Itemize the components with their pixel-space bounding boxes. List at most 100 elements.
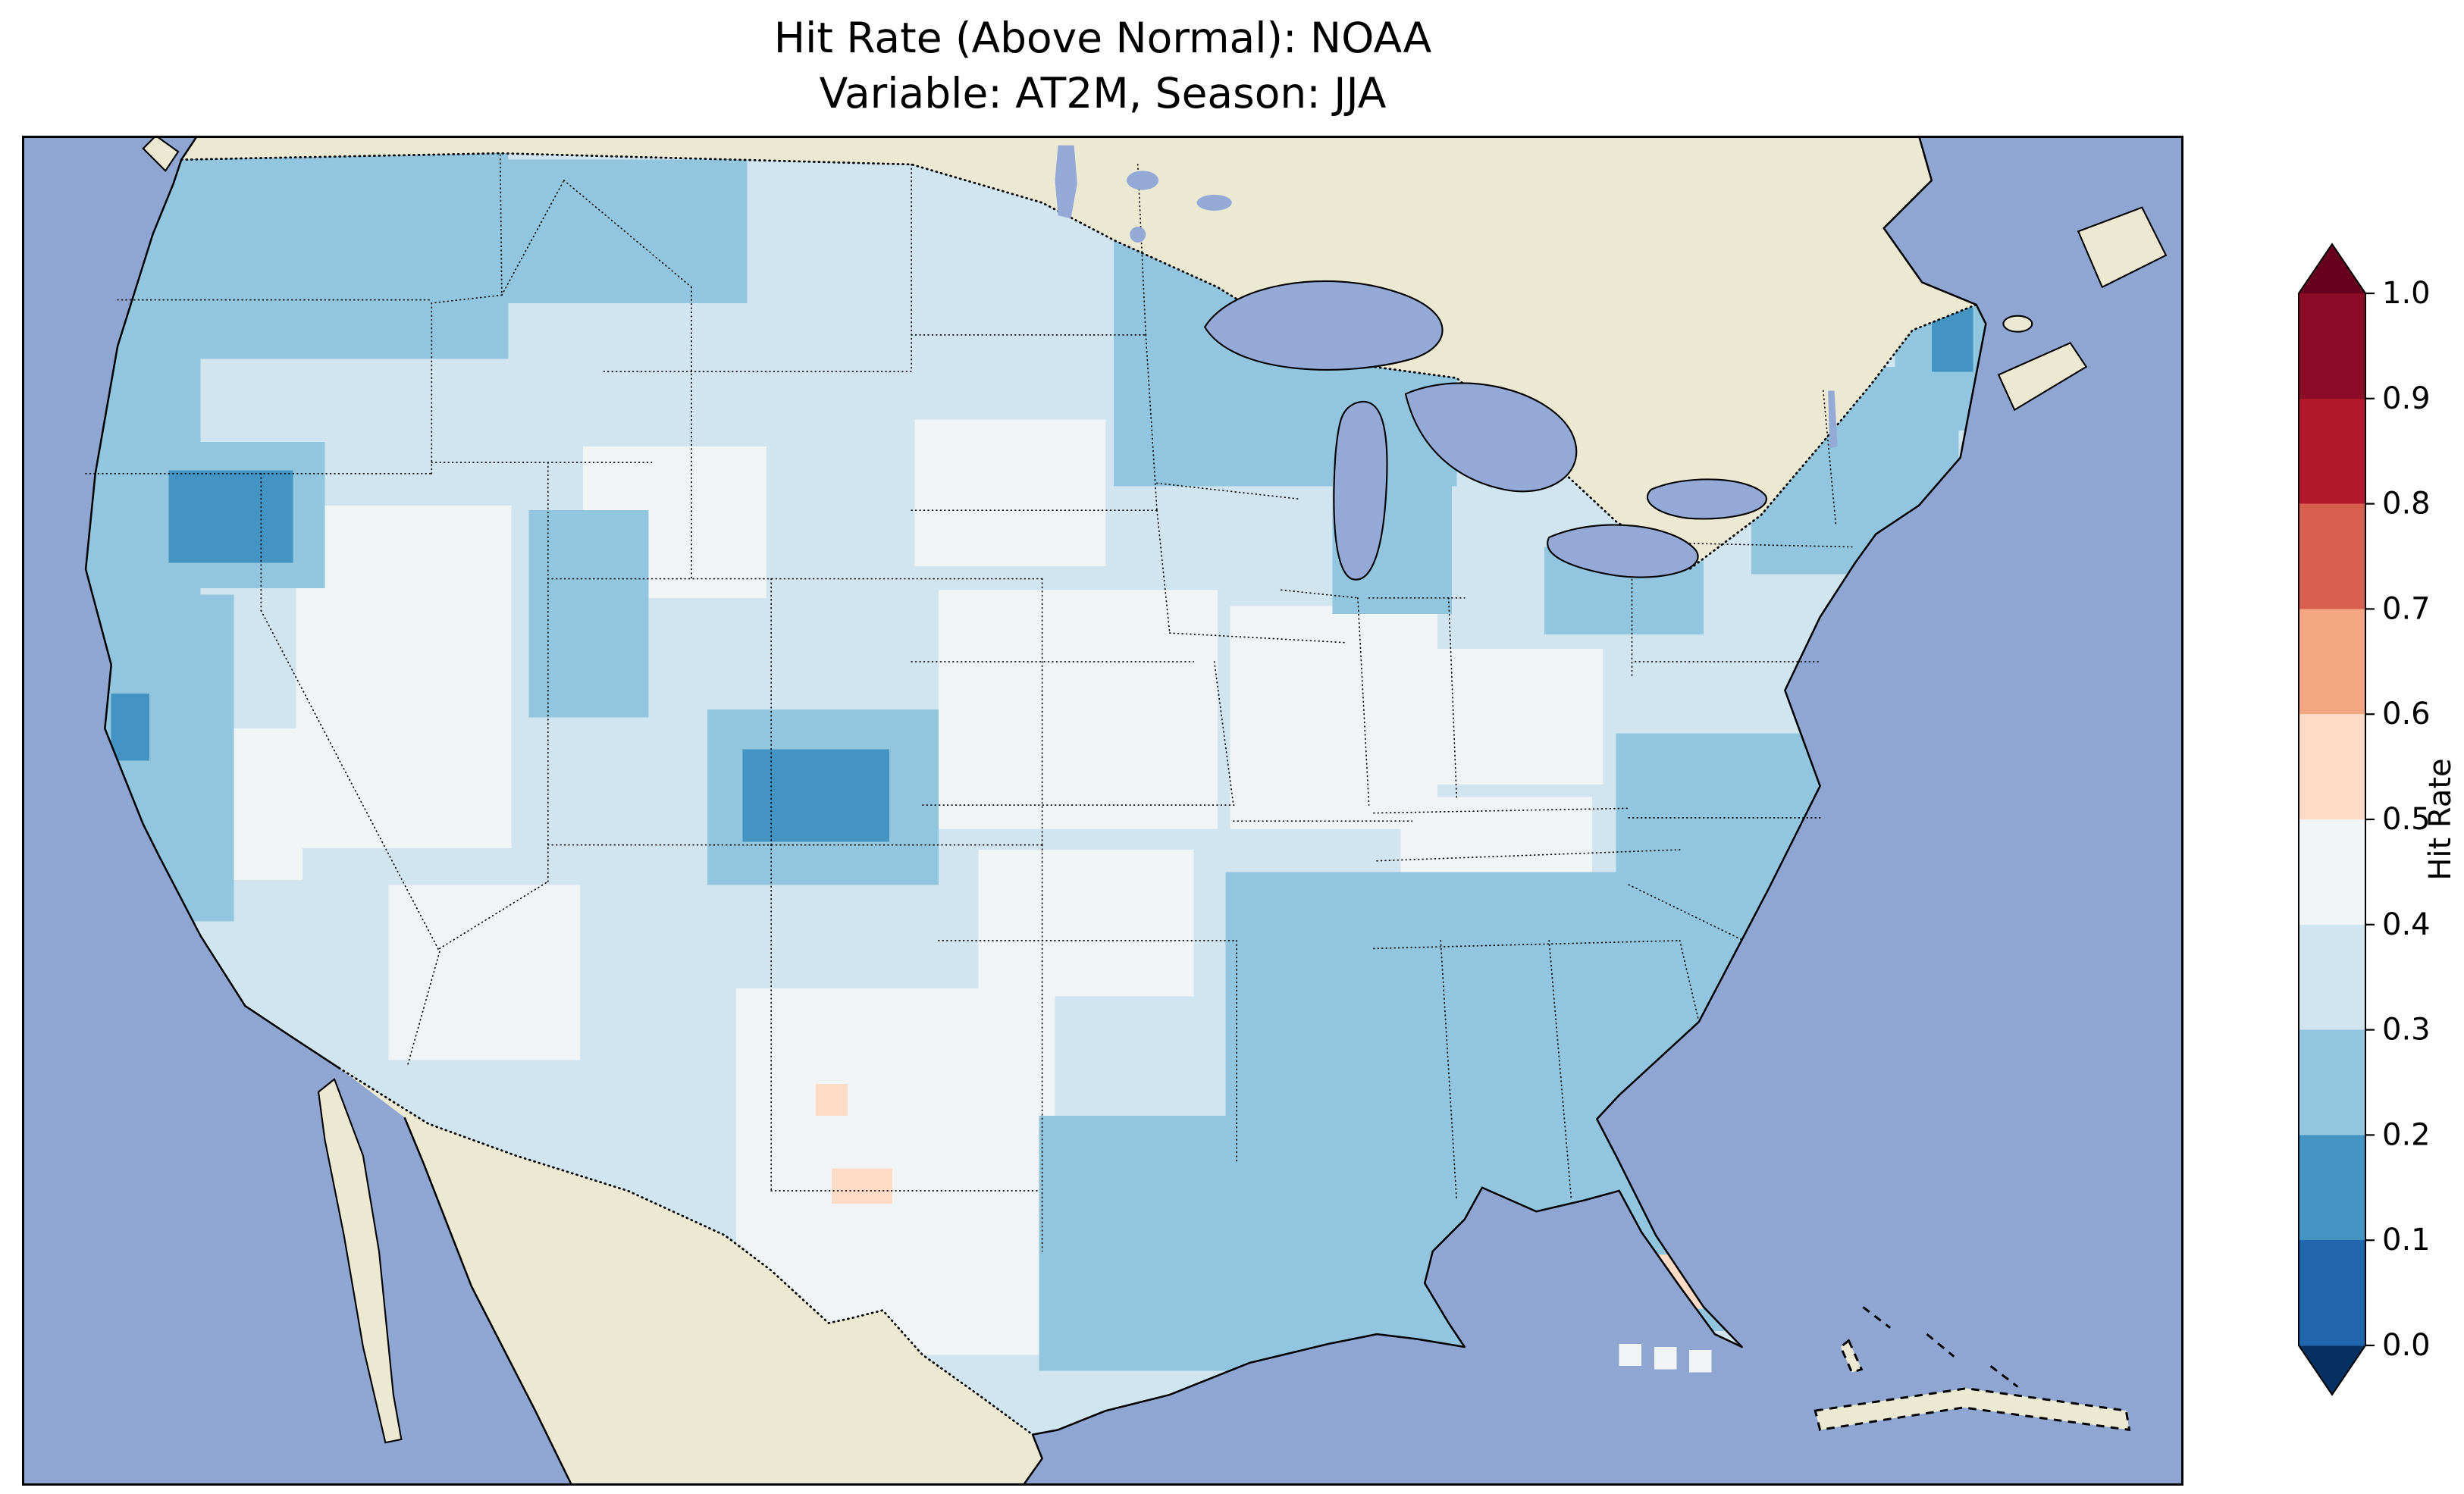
colorbar-segment-0.4-0.5: [2299, 819, 2365, 926]
newfoundland: [2077, 206, 2168, 289]
map-grid-patch: [1689, 1350, 1712, 1373]
colorbar-tick-label: 0.0: [2382, 1328, 2431, 1363]
lake-michigan: [1333, 401, 1388, 581]
lake-small-1: [1127, 171, 1159, 190]
map-grid-patch: [111, 693, 150, 761]
canada-land: [181, 136, 1977, 569]
nova-scotia: [1997, 342, 2088, 412]
map-frame: [22, 136, 2183, 1486]
colorbar-extend-min: [2299, 1345, 2365, 1395]
lake-small-2: [1196, 194, 1232, 211]
state-border-line: [1156, 482, 1302, 500]
lake-winnipeg: [1055, 145, 1077, 219]
map-grid-patch: [742, 749, 889, 842]
colorbar-tick-label: 0.7: [2382, 591, 2431, 626]
map-grid-patch: [832, 1168, 892, 1204]
cuba: [1814, 1387, 2131, 1432]
vancouver-island: [142, 136, 180, 172]
atlantic-islands: [142, 136, 2168, 412]
state-border-line: [1281, 589, 1359, 599]
lake-superior: [1203, 280, 1444, 371]
state-border-line: [1679, 940, 1700, 1023]
colorbar-tick-label: 0.5: [2382, 802, 2431, 837]
state-border-line: [1156, 509, 1171, 634]
canada-lakes: [1055, 145, 1838, 449]
colorbar-tick-label: 0.1: [2382, 1223, 2431, 1258]
state-border-line: [1213, 661, 1234, 806]
colorbar-tick-label: 1.0: [2382, 276, 2431, 311]
state-border-line: [1145, 334, 1158, 512]
prince-edward-island: [2002, 315, 2033, 333]
map-grid-patch: [1039, 1116, 1462, 1371]
bahamas: [1862, 1306, 2019, 1388]
lake-huron: [1404, 382, 1578, 493]
colorbar-segment-0.2-0.3: [2299, 1029, 2365, 1135]
colorbar-segment-0.1-0.2: [2299, 1135, 2365, 1241]
figure-title-line1: Hit Rate (Above Normal): NOAA: [773, 14, 1432, 62]
colorbar-tick-label: 0.3: [2382, 1013, 2431, 1048]
colorbar-segment-0.0-0.1: [2299, 1240, 2365, 1346]
state-border-line: [439, 881, 549, 950]
colorbar-tick-label: 0.8: [2382, 487, 2431, 521]
hitrate-grid: [86, 153, 1986, 1371]
gulf-atlantic-coastline: [1022, 136, 1987, 1486]
us-canada-border: [180, 152, 1978, 571]
mexico-west-coastline: [403, 1117, 573, 1486]
colorbar-axis-label: Hit Rate: [2423, 758, 2458, 880]
state-border-line: [1357, 597, 1370, 806]
colorbar: 1.0 0.9 0.8 0.7 0.6 0.5 0.4 0.3 0.2 0.1 0.0 Hit Rat…: [2298, 243, 2458, 1396]
coastlines: [84, 136, 1987, 1486]
colorbar-segment-0.3-0.4: [2299, 924, 2365, 1031]
map-grid-patch: [816, 1084, 848, 1117]
lake-champlain: [1828, 390, 1838, 449]
state-border-line: [431, 294, 503, 304]
colorbar-segment-0.7-0.8: [2299, 503, 2365, 609]
lake-ontario: [1646, 478, 1767, 520]
state-border-line: [1373, 940, 1681, 950]
caribbean-islands: [1814, 1306, 2131, 1432]
map-grid-patch: [528, 510, 649, 718]
baja-california: [317, 1078, 403, 1444]
map-grid-patch: [296, 505, 512, 848]
state-border-line: [1447, 597, 1458, 798]
colorbar-segment-0.9-1.0: [2299, 293, 2365, 399]
map-grid-patch: [1225, 872, 1401, 1151]
andros-island: [1839, 1339, 1864, 1374]
lake-of-the-woods: [1130, 226, 1146, 243]
map-grid-patch: [1230, 606, 1438, 829]
us-mexico-border: [338, 1066, 1034, 1436]
state-border-line: [406, 951, 440, 1066]
map-grid-patch: [938, 590, 1218, 829]
map-panel: [22, 136, 2183, 1486]
figure-title-line2: Variable: AT2M, Season: JJA: [819, 68, 1387, 117]
state-border-line: [1168, 632, 1346, 644]
colorbar-extend-max: [2299, 244, 2365, 293]
great-lakes: [1203, 280, 1767, 581]
state-border-line: [499, 154, 503, 296]
state-border-line: [563, 180, 692, 288]
hitrate-grid-keys: [1619, 1343, 1712, 1373]
map-grid-patch: [484, 159, 748, 303]
mexico-land: [339, 1068, 1042, 1486]
state-border-line: [501, 180, 565, 296]
state-border-line: [1373, 807, 1630, 814]
colorbar-segment-0.5-0.6: [2299, 714, 2365, 820]
state-border-line: [1376, 849, 1681, 862]
map-grid-patch: [1412, 649, 1603, 785]
colorbar-tick-label: 0.2: [2382, 1117, 2431, 1152]
lake-erie: [1547, 524, 1699, 578]
colorbar-tick-label: 0.6: [2382, 697, 2431, 731]
map-grid-patch: [1654, 1346, 1677, 1370]
pacific-coastline: [84, 136, 340, 1070]
map-grid-patch: [168, 470, 293, 563]
map-grid-patch: [1619, 1343, 1642, 1367]
map-grid-patch: [388, 885, 580, 1060]
colorbar-tick-label: 0.4: [2382, 907, 2431, 942]
map-grid-patch: [914, 419, 1106, 566]
figure-title: Hit Rate (Above Normal): NOAA Variable: …: [22, 11, 2183, 121]
map-grid-patch: [978, 850, 1194, 997]
state-borders: [85, 154, 1853, 1252]
state-border-line: [1136, 164, 1147, 336]
colorbar-segment-0.6-0.7: [2299, 609, 2365, 715]
